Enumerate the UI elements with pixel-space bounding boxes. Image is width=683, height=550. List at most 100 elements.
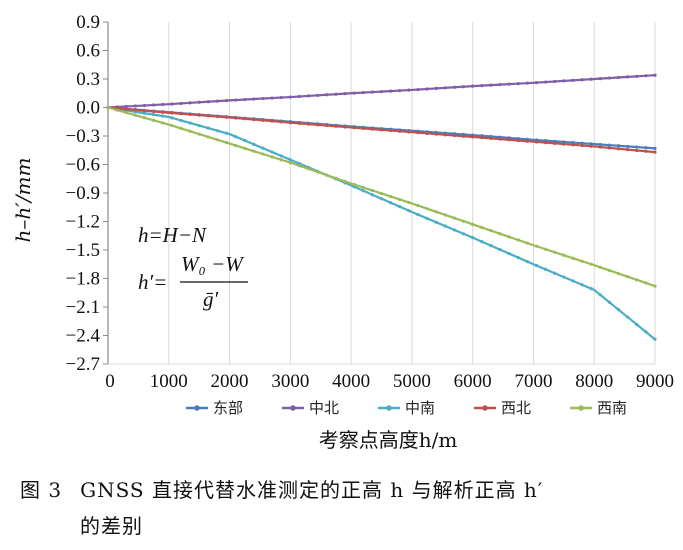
series-point: [325, 123, 329, 128]
series-point: [252, 149, 256, 153]
series-point: [188, 101, 192, 105]
series-point: [525, 139, 529, 143]
series-point: [644, 146, 648, 150]
series-point: [197, 132, 201, 136]
series-point: [224, 98, 229, 103]
x-tick-label: 0: [105, 371, 115, 392]
series-point: [443, 86, 447, 90]
series-point: [361, 126, 365, 130]
series-point: [598, 293, 602, 297]
series-point: [407, 209, 411, 213]
series-point: [443, 213, 447, 217]
series-point: [352, 126, 356, 130]
series-point: [142, 103, 147, 108]
series-point: [626, 147, 630, 152]
series-point: [179, 118, 183, 123]
series-point: [179, 126, 183, 130]
series-point: [398, 205, 402, 209]
series-point: [215, 114, 219, 119]
series-point: [343, 125, 347, 129]
series-point: [544, 80, 548, 84]
series-point: [607, 300, 612, 304]
series-point: [635, 74, 639, 78]
y-tick-label: −0.6: [66, 155, 100, 176]
series-point: [297, 121, 302, 126]
legend-marker: [578, 405, 584, 411]
series-point: [142, 109, 147, 113]
x-tick-label: 3000: [271, 371, 309, 392]
y-tick-label: 0.9: [76, 12, 100, 33]
legend-marker: [386, 405, 392, 411]
series-point: [270, 155, 274, 159]
series-point: [553, 271, 557, 275]
series-point: [252, 142, 256, 146]
series-point: [352, 91, 356, 95]
series-point: [534, 81, 539, 85]
y-axis-title: h–h′/mm: [11, 158, 35, 243]
y-tick-label: −2.7: [66, 354, 100, 375]
series-point: [589, 144, 593, 148]
series-point: [243, 97, 247, 102]
series-point: [498, 232, 502, 236]
series-point: [188, 121, 192, 125]
series-point: [361, 90, 365, 95]
series-point: [443, 224, 447, 228]
series-point: [461, 85, 466, 89]
series-point: [243, 138, 247, 143]
series-point: [461, 134, 466, 138]
series-point: [589, 287, 593, 291]
series-point: [562, 142, 566, 146]
series-point: [489, 136, 493, 140]
legend-marker: [290, 405, 296, 411]
series-point: [124, 107, 128, 111]
series-point: [407, 130, 411, 134]
series-point: [635, 148, 639, 153]
series-point: [571, 140, 575, 145]
series-point: [534, 263, 539, 268]
series-point: [234, 98, 238, 102]
series-point: [471, 222, 475, 226]
series-point: [261, 96, 265, 101]
series-point: [580, 141, 584, 145]
y-tick-labels: 0.9 0.6 0.3 0.0 −0.3 −0.6 −0.9 −1.2 −1.5 −1.8 −2.1…: [66, 12, 101, 375]
series-point: [653, 337, 657, 341]
series-point: [598, 77, 602, 81]
series-point: [616, 144, 621, 148]
series-point: [434, 86, 438, 91]
y-tick-label: −1.5: [66, 240, 100, 261]
series-point: [224, 141, 229, 145]
series-point: [434, 132, 438, 136]
y-tick-label: −2.4: [66, 326, 101, 347]
series-point: [215, 99, 219, 103]
series-lines: [106, 73, 657, 341]
series-point: [653, 150, 657, 154]
series-point: [161, 110, 165, 114]
series-point: [398, 88, 402, 93]
series-point: [352, 182, 356, 187]
series-point: [288, 161, 292, 165]
y-tick-label: −1.8: [66, 269, 100, 290]
legend-label: 中南: [405, 399, 435, 417]
series-point: [635, 322, 639, 327]
series-point: [170, 102, 174, 106]
series-point: [389, 128, 393, 133]
series-point: [179, 101, 183, 106]
series-point: [489, 229, 493, 233]
series-point: [516, 256, 520, 260]
series-point: [224, 115, 229, 119]
series-point: [498, 248, 502, 252]
line-chart: 0.9 0.6 0.3 0.0 −0.3 −0.6 −0.9 −1.2 −1.5 −1.8 −2.1…: [11, 12, 674, 452]
series-point: [616, 271, 621, 276]
series-point: [133, 113, 137, 117]
series-point: [206, 135, 210, 139]
series-point: [507, 138, 511, 142]
series-point: [297, 94, 302, 99]
series-point: [471, 236, 475, 240]
series-point: [544, 141, 548, 145]
series-point: [133, 108, 137, 112]
series-point: [626, 315, 630, 319]
series-point: [115, 108, 119, 112]
series-point: [644, 74, 648, 78]
series-point: [261, 146, 265, 150]
series-point: [598, 142, 602, 147]
